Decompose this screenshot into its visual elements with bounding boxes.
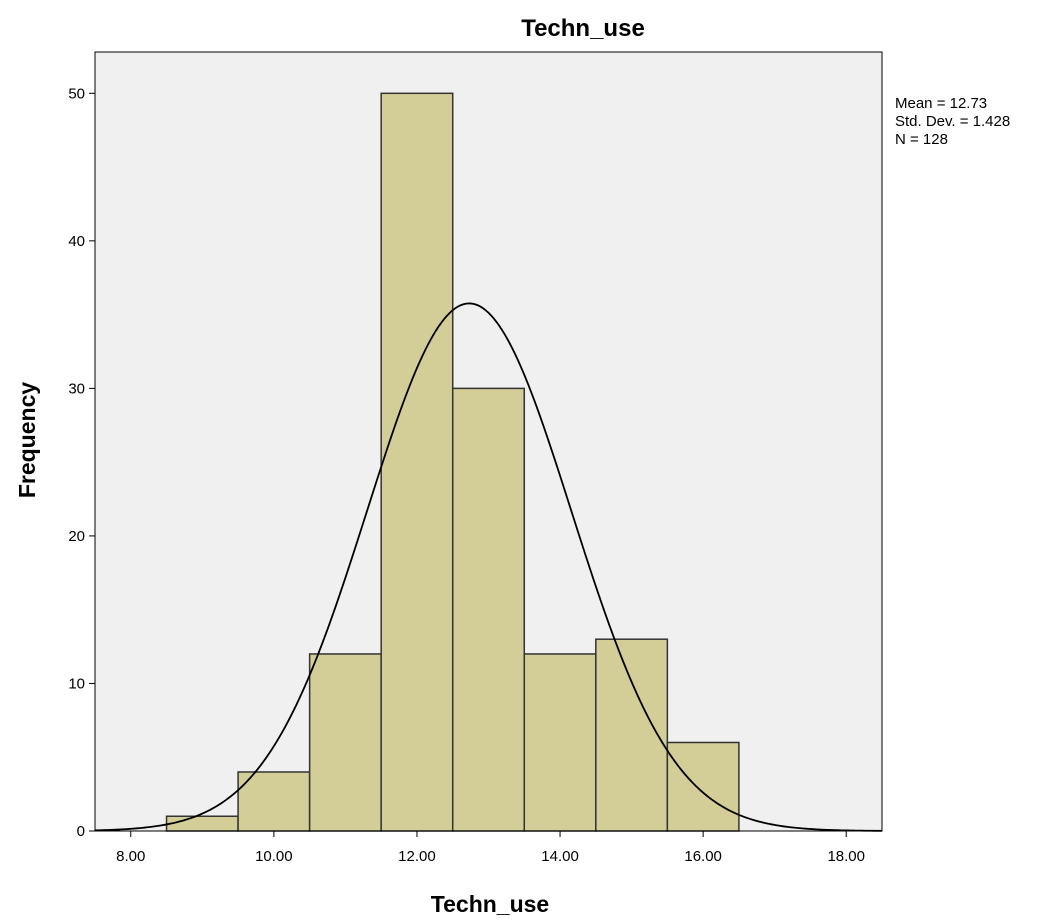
stats-n: N = 128 (895, 131, 948, 148)
x-axis: 8.00 10.00 12.00 14.00 16.00 18.00 (116, 831, 865, 865)
bar-3 (380, 92, 454, 832)
x-tick-label-1: 10.00 (255, 848, 293, 865)
stats-mean: Mean = 12.73 (895, 95, 987, 112)
x-axis-title: Techn_use (431, 891, 549, 917)
bar-2 (308, 653, 382, 832)
bar-1 (237, 771, 311, 832)
y-axis: 0 10 20 30 40 50 (68, 85, 95, 840)
y-tick-label-2: 20 (68, 528, 85, 545)
stats-std-dev: Std. Dev. = 1.428 (895, 113, 1010, 130)
y-tick-label-3: 30 (68, 380, 85, 397)
bar-6 (595, 638, 669, 832)
x-tick-label-3: 14.00 (541, 848, 579, 865)
y-tick-label-0: 0 (77, 823, 85, 840)
plot-border (94, 51, 883, 832)
bar-7 (666, 741, 740, 832)
bar-4 (451, 387, 526, 832)
y-tick-label-4: 40 (68, 233, 85, 250)
bar-0 (165, 815, 239, 832)
x-tick-label-2: 12.00 (398, 848, 436, 865)
x-tick-label-4: 16.00 (684, 848, 722, 865)
y-tick-label-5: 50 (68, 85, 85, 102)
y-axis-title: Frequency (14, 382, 40, 499)
bar-5 (523, 653, 597, 832)
x-tick-label-0: 8.00 (116, 848, 145, 865)
bars-group (165, 92, 740, 832)
y-tick-label-1: 10 (68, 675, 85, 692)
x-tick-label-5: 18.00 (827, 848, 865, 865)
chart-title: Techn_use (521, 15, 645, 42)
stats-box: Mean = 12.73 Std. Dev. = 1.428 N = 128 (895, 95, 1010, 148)
normal-curve (94, 302, 883, 832)
